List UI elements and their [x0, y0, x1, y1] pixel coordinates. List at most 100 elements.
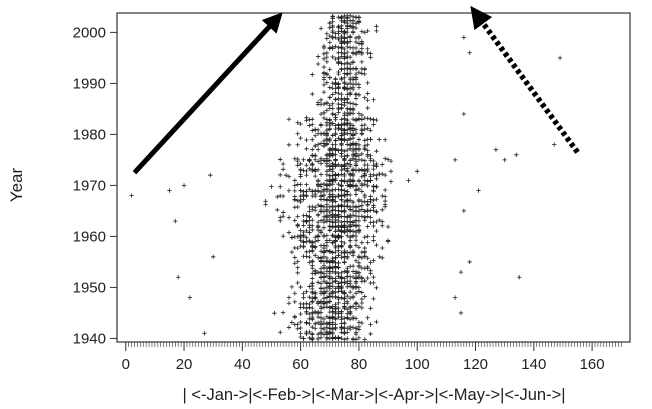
data-point — [353, 168, 359, 173]
data-point — [345, 15, 350, 20]
data-point — [350, 269, 356, 274]
data-point — [321, 56, 327, 61]
data-point — [458, 310, 464, 316]
data-point — [324, 137, 330, 143]
data-point — [377, 254, 382, 259]
data-point — [502, 157, 507, 163]
data-point — [327, 75, 332, 80]
data-point — [362, 250, 367, 255]
data-point — [362, 278, 367, 284]
data-point — [298, 319, 303, 325]
data-point — [336, 311, 341, 316]
data-point — [339, 183, 344, 189]
data-point — [333, 270, 338, 276]
data-point — [353, 238, 359, 243]
data-point — [377, 137, 382, 142]
data-point — [365, 28, 370, 34]
x-tick-label: 100 — [405, 356, 430, 373]
data-point — [330, 255, 335, 261]
data-point — [307, 225, 312, 230]
data-point — [310, 193, 315, 199]
data-point — [380, 223, 385, 228]
data-point — [374, 24, 379, 29]
data-point — [301, 295, 306, 300]
data-point — [368, 322, 373, 327]
data-point — [318, 156, 324, 161]
data-point — [359, 46, 365, 51]
data-point — [278, 193, 283, 199]
data-point — [356, 167, 362, 173]
data-point — [310, 117, 315, 122]
data-point — [330, 250, 335, 255]
data-point — [350, 59, 356, 65]
data-point — [304, 146, 309, 151]
data-point — [275, 207, 280, 213]
data-point — [318, 102, 324, 107]
data-point — [310, 296, 315, 301]
data-point — [324, 285, 330, 290]
data-point — [336, 36, 341, 42]
data-point — [476, 188, 481, 193]
data-point — [368, 194, 373, 199]
data-point — [327, 309, 332, 315]
data-point — [350, 304, 356, 309]
data-point — [339, 92, 344, 97]
data-point — [362, 162, 367, 168]
data-point — [359, 181, 365, 187]
data-point — [342, 85, 347, 91]
data-point — [307, 238, 312, 244]
data-point — [342, 240, 347, 246]
data-point — [359, 151, 365, 157]
data-point — [345, 270, 350, 275]
data-point — [356, 289, 362, 294]
data-point — [345, 127, 350, 133]
data-point — [269, 184, 274, 189]
data-point — [382, 137, 388, 142]
data-point — [263, 199, 268, 204]
data-point — [318, 310, 324, 315]
data-point — [347, 305, 353, 311]
data-point — [324, 198, 330, 203]
data-point — [310, 332, 315, 337]
data-point — [374, 242, 379, 248]
data-point — [467, 259, 472, 265]
data-point — [330, 81, 335, 86]
data-point — [315, 159, 321, 164]
data-point — [385, 157, 391, 162]
data-point — [342, 225, 347, 230]
data-point — [353, 25, 359, 31]
data-point — [280, 167, 286, 172]
data-point — [350, 14, 356, 20]
data-point — [327, 153, 332, 159]
data-point — [292, 188, 298, 194]
data-point — [327, 40, 332, 45]
data-point — [333, 302, 338, 307]
data-point — [333, 164, 338, 169]
data-point — [353, 96, 359, 101]
data-point — [298, 311, 303, 317]
data-point — [452, 157, 458, 163]
data-point — [356, 111, 362, 116]
data-point — [333, 97, 338, 102]
data-point — [307, 284, 312, 289]
data-point — [336, 14, 341, 20]
data-point — [347, 34, 353, 39]
data-point — [181, 183, 187, 188]
data-point — [380, 255, 385, 261]
data-point — [345, 315, 350, 320]
data-point — [315, 219, 321, 225]
data-point — [330, 92, 335, 97]
data-point — [333, 306, 338, 312]
data-point — [321, 214, 327, 220]
data-point — [324, 265, 330, 271]
data-point — [310, 72, 315, 77]
data-point — [321, 321, 327, 326]
data-point — [315, 167, 321, 173]
data-point — [318, 111, 324, 117]
data-point — [345, 153, 350, 158]
data-point — [333, 224, 338, 230]
data-point — [350, 101, 356, 106]
data-point — [374, 197, 379, 202]
data-point — [336, 81, 341, 86]
data-point — [345, 293, 350, 299]
